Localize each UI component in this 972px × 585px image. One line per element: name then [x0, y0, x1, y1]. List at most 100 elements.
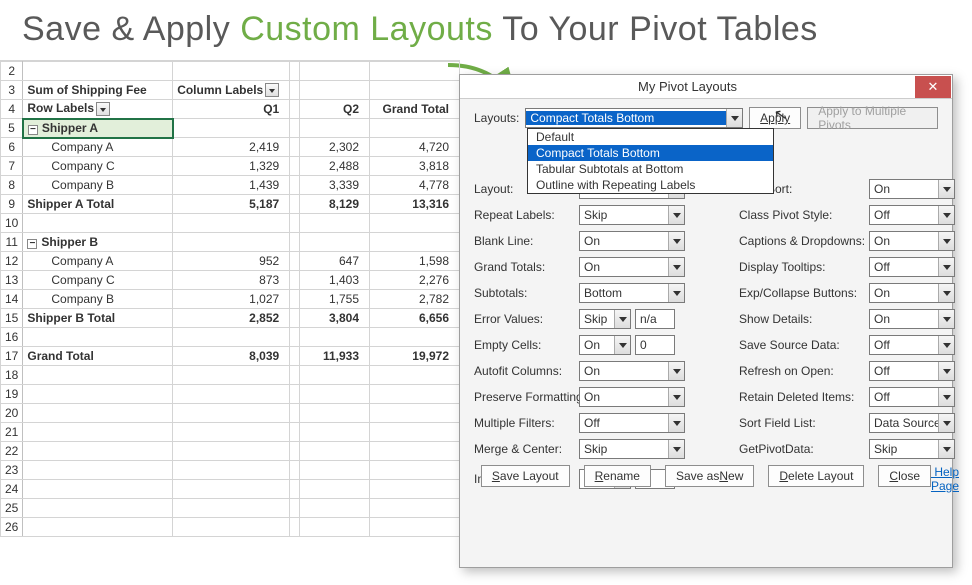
row-number[interactable]: 20 [1, 404, 23, 423]
cell[interactable] [290, 252, 300, 271]
cell[interactable]: 19,972 [370, 347, 460, 366]
cell[interactable] [290, 81, 300, 100]
cell[interactable]: Company C [23, 157, 173, 176]
cell[interactable] [173, 404, 290, 423]
setting-textbox[interactable]: 0 [635, 335, 675, 355]
close-button[interactable]: Close [878, 465, 931, 487]
save-layout-button[interactable]: Save Layout [481, 465, 570, 487]
cell[interactable] [23, 404, 173, 423]
row-number[interactable]: 18 [1, 366, 23, 385]
collapse-icon[interactable]: − [28, 125, 38, 135]
cell[interactable] [290, 100, 300, 119]
row-number[interactable]: 4 [1, 100, 23, 119]
cell[interactable] [23, 461, 173, 480]
dropdown-option[interactable]: Default [528, 129, 773, 145]
row-number[interactable]: 15 [1, 309, 23, 328]
row-number[interactable]: 9 [1, 195, 23, 214]
cell[interactable] [173, 214, 290, 233]
cell[interactable]: Shipper A Total [23, 195, 173, 214]
filter-dropdown-icon[interactable] [265, 83, 279, 97]
row-number[interactable]: 10 [1, 214, 23, 233]
setting-combo[interactable]: On [869, 231, 955, 251]
cell[interactable] [370, 499, 460, 518]
setting-combo[interactable]: On [869, 179, 955, 199]
cell[interactable] [290, 499, 300, 518]
row-number[interactable]: 14 [1, 290, 23, 309]
cell[interactable] [290, 233, 300, 252]
cell[interactable] [370, 385, 460, 404]
cell[interactable]: 8,039 [173, 347, 290, 366]
cell[interactable] [173, 423, 290, 442]
cell[interactable]: 1,027 [173, 290, 290, 309]
cell[interactable] [300, 518, 370, 537]
cell[interactable]: 952 [173, 252, 290, 271]
cell[interactable] [300, 233, 370, 252]
setting-combo[interactable]: Bottom [579, 283, 685, 303]
cell[interactable] [23, 518, 173, 537]
setting-combo[interactable]: On [579, 257, 685, 277]
cell[interactable]: 2,419 [173, 138, 290, 157]
cell[interactable]: Company C [23, 271, 173, 290]
cell[interactable]: Company A [23, 138, 173, 157]
cell[interactable] [173, 518, 290, 537]
cell[interactable] [173, 62, 290, 81]
setting-combo[interactable]: Off [869, 335, 955, 355]
apply-multiple-button[interactable]: Apply to Multiple Pivots [807, 107, 938, 129]
row-number[interactable]: 19 [1, 385, 23, 404]
cell[interactable] [290, 366, 300, 385]
cell[interactable] [370, 404, 460, 423]
cell[interactable] [290, 157, 300, 176]
cell[interactable]: 5,187 [173, 195, 290, 214]
cell[interactable]: Row Labels [23, 100, 173, 119]
cell[interactable]: 3,804 [300, 309, 370, 328]
cell[interactable] [370, 328, 460, 347]
cell[interactable]: Company B [23, 176, 173, 195]
row-number[interactable]: 3 [1, 81, 23, 100]
cell[interactable]: Company B [23, 290, 173, 309]
cell[interactable] [173, 233, 290, 252]
cell[interactable]: 6,656 [370, 309, 460, 328]
cell[interactable] [173, 480, 290, 499]
row-number[interactable]: 25 [1, 499, 23, 518]
row-number[interactable]: 2 [1, 62, 23, 81]
cell[interactable] [370, 461, 460, 480]
cell[interactable]: Q1 [173, 100, 290, 119]
setting-combo[interactable]: Skip [579, 309, 631, 329]
cell[interactable]: 2,302 [300, 138, 370, 157]
cell[interactable] [23, 442, 173, 461]
cell[interactable]: Column Labels [173, 81, 290, 100]
cell[interactable] [290, 385, 300, 404]
setting-combo[interactable]: Off [869, 205, 955, 225]
setting-combo[interactable]: On [579, 231, 685, 251]
setting-combo[interactable]: On [869, 309, 955, 329]
setting-combo[interactable]: Off [869, 387, 955, 407]
setting-combo[interactable]: Skip [579, 439, 685, 459]
cell[interactable]: 4,778 [370, 176, 460, 195]
cell[interactable] [290, 176, 300, 195]
cell[interactable]: 3,339 [300, 176, 370, 195]
setting-textbox[interactable]: n/a [635, 309, 675, 329]
row-number[interactable]: 26 [1, 518, 23, 537]
cell[interactable]: 8,129 [300, 195, 370, 214]
cell[interactable] [370, 119, 460, 138]
cell[interactable] [300, 423, 370, 442]
cell[interactable] [173, 119, 290, 138]
cell[interactable]: 3,818 [370, 157, 460, 176]
cell[interactable] [23, 423, 173, 442]
setting-combo[interactable]: On [579, 335, 631, 355]
cell[interactable]: 2,782 [370, 290, 460, 309]
cell[interactable] [370, 62, 460, 81]
dropdown-option[interactable]: Compact Totals Bottom [528, 145, 773, 161]
cell[interactable] [290, 119, 300, 138]
cell[interactable]: 1,403 [300, 271, 370, 290]
cell[interactable] [300, 442, 370, 461]
cell[interactable] [173, 366, 290, 385]
setting-combo[interactable]: On [579, 361, 685, 381]
row-number[interactable]: 13 [1, 271, 23, 290]
row-number[interactable]: 21 [1, 423, 23, 442]
cell[interactable]: 1,755 [300, 290, 370, 309]
cell[interactable] [370, 423, 460, 442]
filter-dropdown-icon[interactable] [96, 102, 110, 116]
cell[interactable]: Grand Total [370, 100, 460, 119]
cell[interactable] [370, 442, 460, 461]
